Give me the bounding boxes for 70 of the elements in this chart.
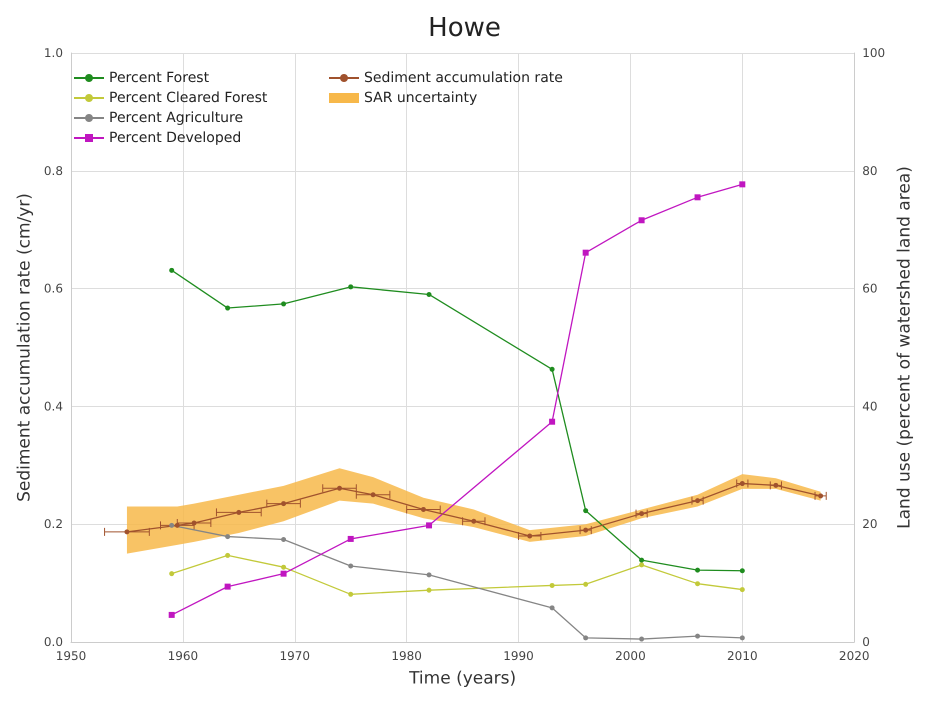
point xyxy=(426,522,432,528)
point xyxy=(695,568,700,573)
x-tick-label: 1960 xyxy=(168,649,198,663)
point xyxy=(583,635,588,640)
x-axis-title: Time (years) xyxy=(408,668,516,688)
point xyxy=(225,306,230,311)
y-tick-label: 0.0 xyxy=(44,635,63,649)
point xyxy=(582,250,589,256)
point xyxy=(348,592,354,597)
y-tick-label: 0.8 xyxy=(44,164,63,178)
y2-tick-label: 0 xyxy=(862,635,870,649)
point xyxy=(348,284,354,290)
y2-tick-label: 20 xyxy=(862,517,878,532)
legend-label: Percent Developed xyxy=(109,130,242,146)
legend-label: Percent Forest xyxy=(109,70,210,86)
y-tick-label: 1.0 xyxy=(44,46,63,60)
point xyxy=(639,636,644,642)
point xyxy=(639,562,644,568)
x-tick-label: 1990 xyxy=(503,649,534,663)
point xyxy=(225,534,230,540)
point xyxy=(638,217,645,224)
y-tick-label: 0.6 xyxy=(44,282,63,296)
x-tick-label: 1980 xyxy=(391,649,422,663)
y2-tick-label: 80 xyxy=(862,164,878,178)
y2-tick-label: 100 xyxy=(862,46,886,60)
point xyxy=(169,571,174,576)
point xyxy=(740,587,745,592)
y2-tick-label: 60 xyxy=(862,282,878,296)
point xyxy=(281,301,286,306)
point xyxy=(583,508,588,514)
point xyxy=(348,536,354,542)
point xyxy=(348,564,354,569)
x-tick-label: 1950 xyxy=(56,649,86,663)
y2-axis-title: Land use (percent of watershed land area) xyxy=(894,166,914,529)
x-tick-label: 2010 xyxy=(727,649,758,663)
point xyxy=(281,537,286,542)
legend-label: Sediment accumulation rate xyxy=(364,70,563,86)
y-tick-label: 0.2 xyxy=(44,517,63,532)
point xyxy=(550,366,555,372)
x-tick-label: 2000 xyxy=(615,649,646,663)
point xyxy=(225,552,230,558)
point xyxy=(168,612,175,618)
point xyxy=(549,418,556,425)
x-tick-label: 1970 xyxy=(279,649,310,663)
point xyxy=(694,194,701,200)
y-axis-title: Sediment accumulation rate (cm/yr) xyxy=(14,193,34,502)
point xyxy=(426,572,432,578)
legend-label: Percent Cleared Forest xyxy=(109,90,268,106)
x-tick-label: 2020 xyxy=(838,649,870,663)
point xyxy=(639,558,644,563)
point xyxy=(550,582,555,588)
chart-title: Howe xyxy=(428,13,501,43)
point xyxy=(695,634,700,639)
point xyxy=(740,635,745,640)
point xyxy=(280,570,287,577)
legend-label: Percent Agriculture xyxy=(109,110,244,126)
point xyxy=(583,582,588,587)
legend-label: SAR uncertainty xyxy=(364,90,478,106)
point xyxy=(739,181,746,188)
point xyxy=(169,522,174,528)
point xyxy=(169,268,174,273)
point xyxy=(224,584,231,590)
point xyxy=(695,581,700,586)
point xyxy=(281,564,286,570)
y2-tick-label: 40 xyxy=(862,399,878,414)
point xyxy=(426,588,432,593)
y-tick-label: 0.4 xyxy=(44,399,63,414)
point xyxy=(740,568,745,574)
point xyxy=(426,292,432,297)
point xyxy=(550,605,555,610)
